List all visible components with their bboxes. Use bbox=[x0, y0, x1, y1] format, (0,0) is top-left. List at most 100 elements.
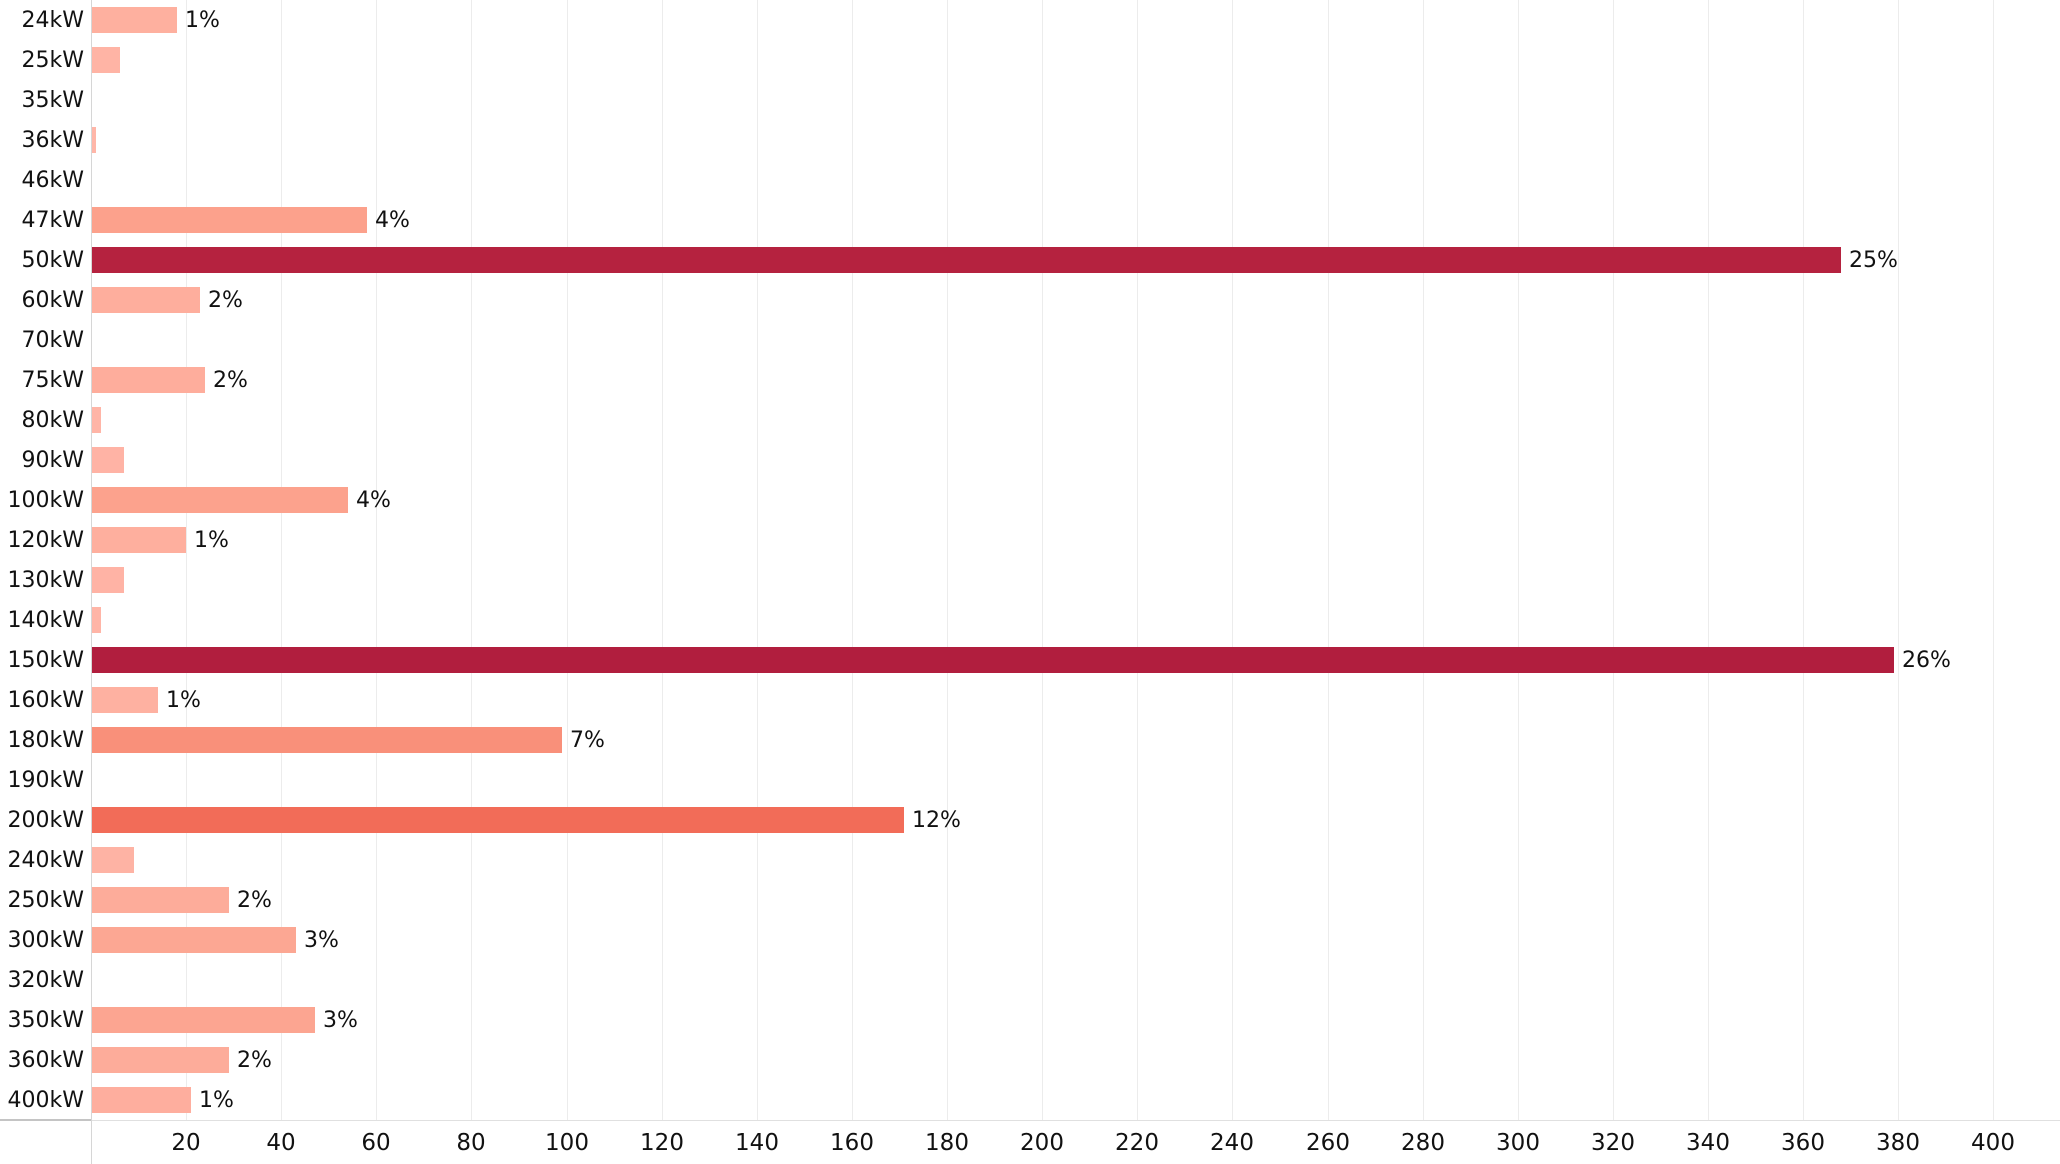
category-label-130kW: 130kW bbox=[7, 567, 84, 593]
gridline-x-140 bbox=[757, 0, 758, 1120]
bar-value-label-300kW: 3% bbox=[304, 927, 339, 953]
bar-75kW bbox=[91, 367, 205, 393]
category-label-47kW: 47kW bbox=[21, 207, 85, 233]
category-label-190kW: 190kW bbox=[7, 767, 84, 793]
bar-400kW bbox=[91, 1087, 191, 1113]
category-label-180kW: 180kW bbox=[7, 727, 84, 753]
bar-value-label-120kW: 1% bbox=[194, 527, 229, 553]
bar-80kW bbox=[91, 407, 101, 433]
category-label-60kW: 60kW bbox=[21, 287, 85, 313]
bar-value-label-360kW: 2% bbox=[237, 1047, 272, 1073]
x-axis-line bbox=[91, 1120, 2060, 1121]
x-tick-label-300: 300 bbox=[1496, 1130, 1540, 1156]
bar-value-label-400kW: 1% bbox=[199, 1087, 234, 1113]
bar-value-label-180kW: 7% bbox=[570, 727, 605, 753]
category-label-120kW: 120kW bbox=[7, 527, 84, 553]
bar-value-label-250kW: 2% bbox=[237, 887, 272, 913]
x-tick-label-120: 120 bbox=[640, 1130, 684, 1156]
category-label-320kW: 320kW bbox=[7, 967, 84, 993]
bar-value-label-50kW: 25% bbox=[1849, 247, 1898, 273]
gridline-x-20 bbox=[186, 0, 187, 1120]
bar-25kW bbox=[91, 47, 120, 73]
bar-24kW bbox=[91, 7, 177, 33]
bar-360kW bbox=[91, 1047, 229, 1073]
x-tick-label-20: 20 bbox=[171, 1130, 201, 1156]
category-label-360kW: 360kW bbox=[7, 1047, 84, 1073]
x-tick-label-380: 380 bbox=[1876, 1130, 1920, 1156]
category-label-46kW: 46kW bbox=[21, 167, 85, 193]
gridline-x-400 bbox=[1993, 0, 1994, 1120]
bar-36kW bbox=[91, 127, 96, 153]
category-label-300kW: 300kW bbox=[7, 927, 84, 953]
bar-200kW bbox=[91, 807, 904, 833]
gridline-x-340 bbox=[1708, 0, 1709, 1120]
x-tick-label-80: 80 bbox=[456, 1130, 486, 1156]
gridline-x-40 bbox=[281, 0, 282, 1120]
category-label-80kW: 80kW bbox=[21, 407, 85, 433]
bar-300kW bbox=[91, 927, 296, 953]
category-label-140kW: 140kW bbox=[7, 607, 84, 633]
bar-90kW bbox=[91, 447, 124, 473]
bar-60kW bbox=[91, 287, 200, 313]
gridline-x-240 bbox=[1232, 0, 1233, 1120]
category-label-50kW: 50kW bbox=[21, 247, 85, 273]
x-tick-label-340: 340 bbox=[1686, 1130, 1730, 1156]
y-axis-line bbox=[91, 0, 92, 1164]
gridline-x-100 bbox=[567, 0, 568, 1120]
gridline-x-280 bbox=[1423, 0, 1424, 1120]
bar-value-label-100kW: 4% bbox=[356, 487, 391, 513]
gridline-x-380 bbox=[1898, 0, 1899, 1120]
bar-value-label-47kW: 4% bbox=[375, 207, 410, 233]
x-tick-label-260: 260 bbox=[1306, 1130, 1350, 1156]
category-label-200kW: 200kW bbox=[7, 807, 84, 833]
x-tick-label-280: 280 bbox=[1401, 1130, 1445, 1156]
gridline-x-60 bbox=[376, 0, 377, 1120]
category-label-75kW: 75kW bbox=[21, 367, 85, 393]
x-tick-label-40: 40 bbox=[266, 1130, 296, 1156]
category-label-350kW: 350kW bbox=[7, 1007, 84, 1033]
bar-250kW bbox=[91, 887, 229, 913]
x-tick-label-400: 400 bbox=[1971, 1130, 2015, 1156]
category-label-70kW: 70kW bbox=[21, 327, 85, 353]
bar-130kW bbox=[91, 567, 124, 593]
bar-240kW bbox=[91, 847, 134, 873]
gridline-x-220 bbox=[1137, 0, 1138, 1120]
bar-150kW bbox=[91, 647, 1894, 673]
bar-value-label-200kW: 12% bbox=[912, 807, 961, 833]
category-label-35kW: 35kW bbox=[21, 87, 85, 113]
bar-120kW bbox=[91, 527, 186, 553]
gridline-x-160 bbox=[852, 0, 853, 1120]
x-tick-label-360: 360 bbox=[1781, 1130, 1825, 1156]
plot-area: 1% 4% 25% 2% 2% 4% 1% 26% 1% 7% 12% 2% 3% 3% 2% 1% bbox=[91, 0, 2060, 1120]
x-tick-label-180: 180 bbox=[925, 1130, 969, 1156]
gridline-x-300 bbox=[1518, 0, 1519, 1120]
x-tick-label-200: 200 bbox=[1020, 1130, 1064, 1156]
category-label-250kW: 250kW bbox=[7, 887, 84, 913]
bar-47kW bbox=[91, 207, 367, 233]
gridline-x-320 bbox=[1613, 0, 1614, 1120]
bar-value-label-350kW: 3% bbox=[323, 1007, 358, 1033]
x-tick-label-240: 240 bbox=[1210, 1130, 1254, 1156]
gridline-x-120 bbox=[662, 0, 663, 1120]
category-label-240kW: 240kW bbox=[7, 847, 84, 873]
gridline-x-180 bbox=[947, 0, 948, 1120]
x-tick-label-320: 320 bbox=[1591, 1130, 1635, 1156]
category-label-100kW: 100kW bbox=[7, 487, 84, 513]
bar-value-label-75kW: 2% bbox=[213, 367, 248, 393]
x-tick-label-220: 220 bbox=[1115, 1130, 1159, 1156]
bar-160kW bbox=[91, 687, 158, 713]
category-label-400kW: 400kW bbox=[7, 1087, 84, 1113]
bar-value-label-150kW: 26% bbox=[1902, 647, 1951, 673]
bar-value-label-24kW: 1% bbox=[185, 7, 220, 33]
bar-50kW bbox=[91, 247, 1841, 273]
category-label-25kW: 25kW bbox=[21, 47, 85, 73]
bar-value-label-60kW: 2% bbox=[208, 287, 243, 313]
gridline-x-200 bbox=[1042, 0, 1043, 1120]
x-tick-label-100: 100 bbox=[545, 1130, 589, 1156]
x-tick-label-160: 160 bbox=[830, 1130, 874, 1156]
bar-100kW bbox=[91, 487, 348, 513]
x-axis-corner-line bbox=[0, 1119, 91, 1121]
category-label-90kW: 90kW bbox=[21, 447, 85, 473]
bar-140kW bbox=[91, 607, 101, 633]
